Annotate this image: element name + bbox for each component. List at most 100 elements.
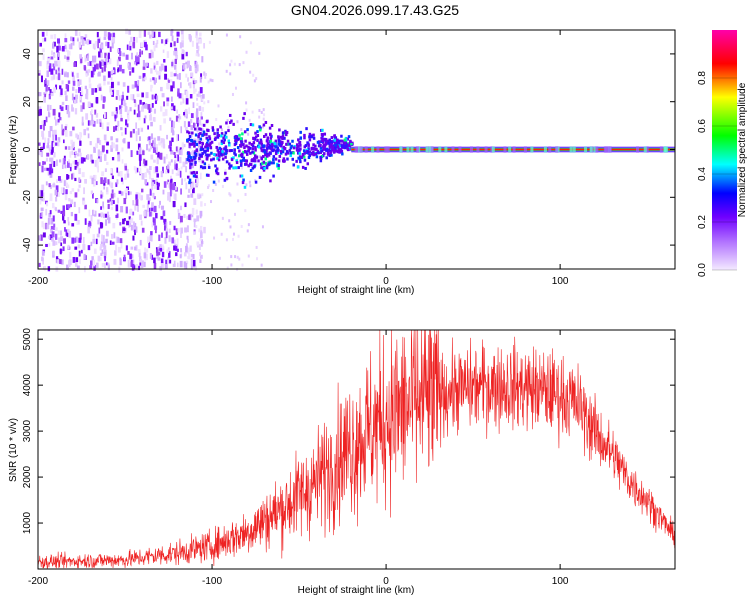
spectrogram-cell (190, 258, 193, 266)
spectrogram-cell (102, 235, 105, 242)
spectrogram-cell (80, 105, 83, 112)
spectrogram-cell (197, 132, 201, 137)
spectrogram-cell (167, 256, 169, 264)
spectrogram-cell (120, 127, 123, 131)
spectrogram-cell (259, 128, 262, 132)
spectrogram-cell (152, 140, 155, 144)
spectrogram-cell (181, 53, 185, 60)
spectrogram-cell (117, 171, 121, 177)
spectrogram-cell (240, 161, 243, 165)
spectrogram-cell (103, 65, 106, 72)
spectrogram-cell (105, 219, 108, 226)
spectrogram-cell (66, 175, 70, 179)
spectrogram-cell (97, 41, 99, 49)
spectrogram-cell (153, 205, 157, 213)
spectrogram-cell (115, 244, 118, 251)
spectrogram-cell (246, 128, 249, 132)
spectrogram-cell (48, 183, 51, 188)
spectrogram-cell (228, 149, 231, 153)
spectrogram-cell (115, 107, 118, 114)
spectrogram-cell (258, 155, 261, 159)
spectrogram-cell (204, 149, 207, 153)
spectrogram-cell (107, 203, 110, 210)
spectrogram-cell (38, 262, 41, 268)
spectrogram-cell (320, 149, 323, 153)
spectrogram-cell (56, 76, 59, 80)
spectrogram-cell (218, 256, 221, 260)
colorbar: 0.00.20.40.60.8 Normalized spectral ampl… (697, 30, 748, 277)
spectrogram-cell (97, 165, 99, 173)
spectrogram-cell (42, 232, 46, 238)
spectrogram-cell (199, 143, 202, 147)
spectrogram-cell (224, 160, 227, 164)
spectrogram-cell (196, 49, 199, 55)
spectrogram-cell (98, 51, 101, 58)
spectrogram-cell (64, 126, 67, 132)
spectrogram-cell (44, 222, 48, 230)
spectrogram-cell (274, 145, 277, 149)
spectrogram-cell (198, 119, 202, 126)
spectrogram-cell (122, 52, 125, 57)
spectrogram-cell (189, 245, 192, 252)
spectrogram-cell (193, 221, 196, 228)
spectrogram-cell (128, 191, 132, 195)
spectrogram-cell (80, 39, 83, 44)
spectrogram-cell (337, 141, 340, 145)
spectrogram-cell (249, 151, 252, 155)
spectrogram-cell (43, 161, 46, 165)
spectrogram-cell (79, 95, 81, 101)
spectrogram-cell (156, 249, 159, 256)
spectrogram-cell (93, 60, 96, 65)
spectrogram-cell (187, 137, 191, 141)
spectrogram-cell (120, 241, 123, 249)
spectrogram-cell (251, 110, 254, 114)
spectrogram-cell (274, 139, 278, 143)
spectrogram-cell (150, 231, 153, 236)
spectrogram-cell (285, 133, 288, 137)
spectrogram-cell (247, 132, 250, 136)
spectrogram-cell (92, 55, 95, 63)
spectrogram-cell (82, 236, 85, 244)
spectrogram-cell (425, 146, 429, 153)
spectrogram-cell (198, 244, 201, 251)
spectrogram-cell (240, 128, 243, 132)
spectrogram-cell (187, 121, 191, 127)
spectrogram-cell (188, 188, 191, 193)
spectrogram-cell (78, 250, 81, 257)
spectrogram-cell (142, 162, 145, 167)
spectrogram-cell (251, 166, 255, 170)
spectrogram-cell (79, 138, 81, 144)
spectrogram-cell (153, 159, 156, 163)
spectrogram-cell (42, 197, 45, 202)
spectrogram-cell (245, 162, 248, 166)
spectrogram-cell (53, 152, 56, 158)
spectrogram-cell (160, 170, 163, 178)
spectrogram-cell (107, 179, 110, 185)
spectrogram-cell (224, 171, 227, 175)
spectrogram-cell (111, 175, 114, 180)
spectrogram-cell (151, 30, 154, 37)
spectrogram-cell (64, 164, 67, 169)
spectrogram-cell (308, 150, 312, 154)
spectrogram-cell (109, 33, 112, 37)
spectrogram-cell (199, 225, 203, 231)
spectrogram-cell (131, 84, 135, 89)
spectrogram-cell (340, 149, 344, 153)
spectrogram-cell (93, 248, 97, 254)
spectrogram-cell (94, 40, 98, 47)
spectrogram-cell (228, 192, 231, 196)
spectrogram-cell (51, 231, 55, 238)
spectrogram-cell (40, 207, 44, 212)
spectrogram-cell (263, 113, 266, 117)
spectrogram-cell (193, 157, 196, 161)
spectrogram-cell (80, 86, 83, 92)
spectrogram-cell (149, 78, 152, 82)
spectrogram-cell (92, 234, 96, 240)
spectrogram-cell (223, 178, 227, 182)
spectrogram-cell (102, 201, 104, 208)
spectrogram-cell (234, 134, 238, 138)
x-tick-label: 0 (383, 276, 389, 287)
spectrogram-cell (410, 146, 414, 153)
spectrogram-cell (167, 192, 171, 199)
spectrogram-cell (286, 142, 290, 146)
